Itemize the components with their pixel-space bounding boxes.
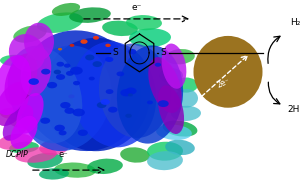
Ellipse shape (165, 49, 195, 64)
Circle shape (125, 114, 132, 118)
Ellipse shape (87, 159, 123, 174)
Ellipse shape (0, 55, 30, 66)
Ellipse shape (165, 140, 195, 155)
Circle shape (60, 102, 70, 108)
Circle shape (58, 48, 62, 50)
Ellipse shape (9, 34, 45, 72)
Circle shape (54, 70, 61, 74)
Ellipse shape (0, 55, 31, 115)
Circle shape (101, 99, 110, 105)
Ellipse shape (147, 142, 183, 161)
Circle shape (155, 63, 161, 67)
Ellipse shape (129, 28, 171, 47)
Ellipse shape (162, 43, 186, 89)
Ellipse shape (163, 120, 197, 137)
Circle shape (85, 54, 94, 60)
Ellipse shape (4, 53, 38, 105)
Ellipse shape (52, 3, 80, 16)
Circle shape (147, 101, 153, 104)
Circle shape (108, 107, 118, 113)
Ellipse shape (24, 23, 54, 60)
Circle shape (58, 130, 67, 135)
Circle shape (105, 57, 113, 62)
Circle shape (70, 67, 83, 75)
Text: e⁻: e⁻ (58, 150, 68, 160)
Ellipse shape (174, 89, 198, 108)
Ellipse shape (21, 30, 141, 151)
Circle shape (106, 89, 113, 94)
Circle shape (40, 118, 50, 124)
Circle shape (128, 93, 133, 97)
Circle shape (78, 130, 88, 136)
Ellipse shape (117, 45, 183, 144)
Circle shape (41, 69, 50, 74)
Circle shape (93, 36, 99, 40)
Text: H₂: H₂ (290, 18, 300, 27)
Circle shape (68, 94, 74, 98)
Circle shape (28, 78, 39, 85)
Circle shape (73, 81, 80, 85)
Ellipse shape (3, 105, 33, 141)
Circle shape (97, 102, 106, 108)
Ellipse shape (37, 12, 83, 33)
Ellipse shape (27, 153, 63, 169)
Ellipse shape (99, 43, 171, 138)
Text: e⁻: e⁻ (131, 3, 142, 12)
Ellipse shape (126, 15, 162, 30)
Ellipse shape (0, 82, 29, 126)
Circle shape (64, 64, 70, 68)
Circle shape (158, 100, 169, 107)
Circle shape (116, 71, 124, 76)
Ellipse shape (16, 93, 44, 134)
Ellipse shape (69, 7, 111, 23)
Ellipse shape (39, 168, 69, 180)
Ellipse shape (21, 47, 51, 96)
Text: 2H⁺: 2H⁺ (287, 105, 300, 114)
Ellipse shape (8, 46, 82, 143)
Ellipse shape (158, 85, 184, 134)
Text: S: S (160, 48, 166, 57)
Circle shape (128, 49, 136, 54)
Ellipse shape (159, 68, 183, 83)
Ellipse shape (42, 38, 150, 151)
Ellipse shape (9, 117, 39, 129)
Circle shape (73, 108, 85, 116)
Circle shape (93, 61, 102, 67)
Ellipse shape (15, 147, 57, 163)
Circle shape (56, 74, 65, 80)
Ellipse shape (9, 142, 39, 153)
Circle shape (105, 44, 111, 47)
Ellipse shape (39, 140, 69, 155)
Circle shape (125, 88, 136, 94)
Ellipse shape (72, 42, 156, 147)
Ellipse shape (156, 125, 192, 140)
Circle shape (47, 82, 57, 88)
Ellipse shape (54, 163, 96, 178)
Ellipse shape (0, 108, 24, 119)
Ellipse shape (21, 46, 111, 151)
Circle shape (56, 62, 64, 67)
Ellipse shape (0, 134, 32, 150)
Ellipse shape (120, 147, 150, 163)
Circle shape (70, 44, 74, 47)
Circle shape (64, 108, 74, 114)
Circle shape (54, 125, 65, 131)
Circle shape (89, 77, 95, 81)
Circle shape (66, 71, 74, 76)
Ellipse shape (147, 151, 183, 170)
Ellipse shape (102, 21, 138, 36)
Ellipse shape (11, 116, 38, 149)
Ellipse shape (148, 57, 182, 113)
Text: 2e⁻: 2e⁻ (215, 76, 232, 90)
Ellipse shape (13, 25, 47, 43)
Circle shape (80, 39, 88, 44)
Circle shape (120, 89, 132, 96)
Text: DCPIP: DCPIP (6, 150, 29, 160)
Ellipse shape (194, 36, 262, 108)
Text: S: S (112, 48, 118, 57)
Ellipse shape (174, 77, 198, 93)
Ellipse shape (171, 106, 201, 121)
